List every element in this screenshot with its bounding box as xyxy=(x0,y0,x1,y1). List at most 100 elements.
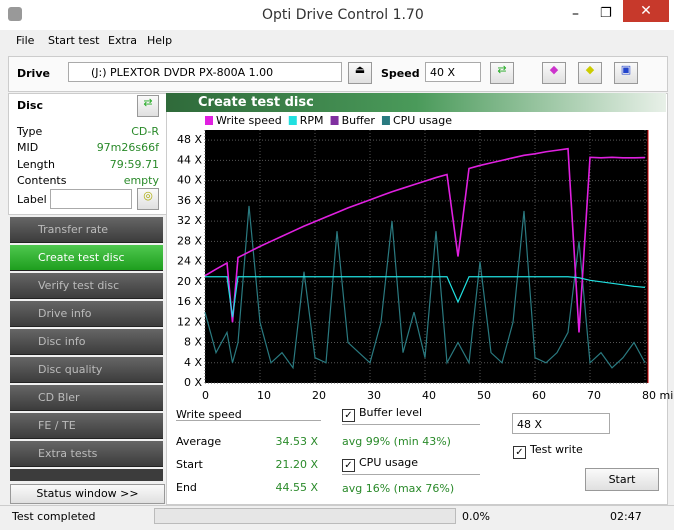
disc-value: 97m26s66f xyxy=(96,141,159,154)
label-button[interactable]: ◎ xyxy=(137,188,159,210)
checkbox-label: Buffer level xyxy=(359,406,423,419)
disc-header: Disc xyxy=(17,99,43,112)
time-text: 02:47 xyxy=(610,510,642,523)
status-text: Test completed xyxy=(12,510,96,523)
y-tick-label: 48 X xyxy=(177,133,202,146)
speed-label: Speed xyxy=(381,67,420,80)
panel-title: Create test disc xyxy=(166,93,666,112)
separator xyxy=(176,420,321,421)
disc-value: CD-R xyxy=(131,125,159,138)
refresh-button[interactable]: ⇄ xyxy=(490,62,514,84)
progress-bar xyxy=(154,508,456,524)
y-tick-label: 12 X xyxy=(177,315,202,328)
x-tick-label: 20 xyxy=(312,389,326,402)
nav-button[interactable]: Create test disc xyxy=(10,245,163,271)
drive-label: Drive xyxy=(17,67,50,80)
x-tick-label: 0 xyxy=(202,389,209,402)
disc-key: MID xyxy=(17,141,39,154)
title-bar xyxy=(0,0,674,30)
save-button[interactable]: ▣ xyxy=(614,62,638,84)
speed-select[interactable]: 40 X xyxy=(425,62,481,82)
disc-key: Contents xyxy=(17,174,67,187)
y-tick-label: 16 X xyxy=(177,295,202,308)
checkbox-label: Test write xyxy=(530,443,583,456)
stat-value: 44.55 X xyxy=(275,481,318,494)
nav-filler xyxy=(10,469,163,481)
x-tick-label: 80 min xyxy=(642,389,674,402)
y-tick-label: 36 X xyxy=(177,194,202,207)
buffer-avg: avg 99% (min 43%) xyxy=(342,435,451,448)
legend-swatch xyxy=(381,116,390,125)
stat-value: 21.20 X xyxy=(275,458,318,471)
legend-label: RPM xyxy=(300,114,324,127)
stat-value: 34.53 X xyxy=(275,435,318,448)
start-button[interactable]: Start xyxy=(585,468,659,491)
legend-swatch xyxy=(330,116,339,125)
menu-item[interactable]: Help xyxy=(147,34,173,47)
status-window-button[interactable]: Status window >> xyxy=(10,484,165,504)
legend-label: Buffer xyxy=(342,114,376,127)
nav-button[interactable]: Drive info xyxy=(10,301,163,327)
y-tick-label: 24 X xyxy=(177,255,202,268)
separator xyxy=(342,424,480,425)
checkbox-label: CPU usage xyxy=(359,456,419,469)
x-tick-label: 10 xyxy=(257,389,271,402)
y-tick-label: 32 X xyxy=(177,214,202,227)
y-tick-label: 40 X xyxy=(177,174,202,187)
legend-label: Write speed xyxy=(216,114,282,127)
test-write-checkbox[interactable]: ✓ Test write xyxy=(513,443,583,459)
disc-value: 79:59.71 xyxy=(109,158,159,171)
legend-label: CPU usage xyxy=(393,114,452,127)
separator xyxy=(342,474,480,475)
drive-select[interactable]: (J:) PLEXTOR DVDR PX-800A 1.00 xyxy=(68,62,342,82)
y-tick-label: 4 X xyxy=(184,356,202,369)
nav-button[interactable]: Disc quality xyxy=(10,357,163,383)
menu-item[interactable]: File xyxy=(16,34,35,47)
stat-heading: Write speed xyxy=(176,408,242,421)
stat-key: Start xyxy=(176,458,203,471)
nav-button[interactable]: Disc info xyxy=(10,329,163,355)
x-tick-label: 40 xyxy=(422,389,436,402)
legend-swatch xyxy=(288,116,297,125)
x-tick-label: 30 xyxy=(367,389,381,402)
buffer-checkbox[interactable]: ✓ Buffer level xyxy=(342,406,422,422)
app-icon xyxy=(8,7,22,21)
menu-item[interactable]: Extra xyxy=(108,34,138,47)
x-tick-label: 50 xyxy=(477,389,491,402)
maximize[interactable]: ❐ xyxy=(600,6,612,21)
y-tick-label: 44 X xyxy=(177,153,202,166)
nav-button[interactable]: Transfer rate xyxy=(10,217,163,243)
label-input[interactable] xyxy=(50,189,132,209)
minimize[interactable]: – xyxy=(572,6,579,22)
disc-key: Length xyxy=(17,158,55,171)
series-line xyxy=(205,276,646,318)
progress-text: 0.0% xyxy=(462,510,490,523)
x-tick-label: 60 xyxy=(532,389,546,402)
y-tick-label: 0 X xyxy=(184,376,202,389)
menu-item[interactable]: Start test xyxy=(48,34,100,47)
y-tick-label: 20 X xyxy=(177,275,202,288)
series-line xyxy=(204,147,646,333)
close[interactable]: ✕ xyxy=(623,0,669,22)
legend-swatch xyxy=(205,116,213,125)
cpu-avg: avg 16% (max 76%) xyxy=(342,482,455,495)
nav-button[interactable]: CD Bler xyxy=(10,385,163,411)
erase-button[interactable]: ◆ xyxy=(542,62,566,84)
disc-refresh[interactable]: ⇄ xyxy=(137,95,159,117)
disc-key: Type xyxy=(17,125,43,138)
eject-button[interactable]: ⏏ xyxy=(348,62,372,84)
disc-value: empty xyxy=(123,174,159,187)
y-tick-label: 28 X xyxy=(177,234,202,247)
cpu-checkbox[interactable]: ✓ CPU usage xyxy=(342,456,418,472)
nav-button[interactable]: Extra tests xyxy=(10,441,163,467)
write-speed-select[interactable]: 48 X xyxy=(512,413,610,434)
stat-key: End xyxy=(176,481,197,494)
nav-button[interactable]: Verify test disc xyxy=(10,273,163,299)
x-tick-label: 70 xyxy=(587,389,601,402)
y-tick-label: 8 X xyxy=(184,336,202,349)
label-key: Label xyxy=(17,193,47,206)
nav-button[interactable]: FE / TE xyxy=(10,413,163,439)
copy-button[interactable]: ◆ xyxy=(578,62,602,84)
